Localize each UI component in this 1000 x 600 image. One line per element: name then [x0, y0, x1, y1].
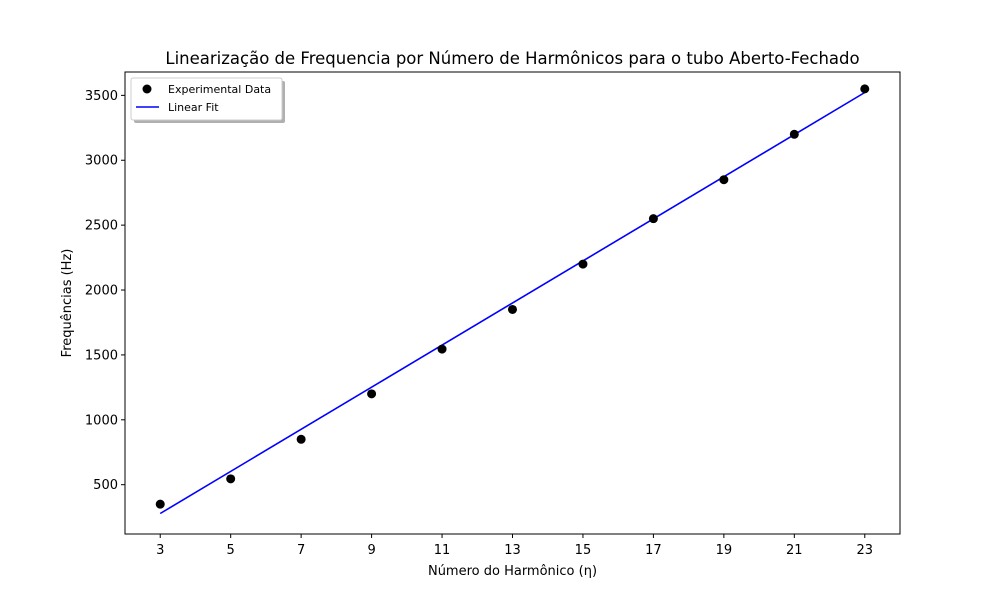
- y-tick-label: 500: [93, 478, 118, 493]
- x-tick-label: 19: [716, 543, 733, 558]
- linear-fit-line: [159, 91, 866, 515]
- x-tick-label: 23: [856, 543, 873, 558]
- x-tick-label: 11: [434, 543, 451, 558]
- y-tick-label: 1000: [85, 413, 118, 428]
- x-axis: 3 5 7 9 11 13 15 17 19 21 23: [156, 534, 873, 558]
- y-axis-label: Frequências (Hz): [60, 249, 75, 358]
- data-point: [719, 175, 729, 185]
- data-point: [296, 434, 306, 444]
- y-axis: 500 1000 1500 2000 2500 3000 3500: [85, 89, 125, 493]
- data-point: [508, 304, 517, 314]
- series-layer: [155, 84, 870, 515]
- x-tick-label: 15: [575, 543, 592, 558]
- data-point: [437, 344, 447, 354]
- x-axis-label: Número do Harmônico (η): [428, 564, 597, 579]
- data-point: [648, 214, 658, 224]
- y-tick-label: 2000: [85, 284, 118, 299]
- data-point: [860, 84, 870, 94]
- x-tick-label: 17: [645, 543, 662, 558]
- legend-box: [130, 77, 283, 121]
- y-tick-label: 3000: [85, 154, 118, 169]
- data-point: [789, 129, 799, 139]
- x-tick-label: 13: [504, 543, 521, 558]
- x-tick-label: 3: [156, 543, 164, 558]
- legend: Experimental Data Linear Fit: [130, 77, 285, 123]
- y-tick-label: 2500: [85, 219, 118, 234]
- x-tick-label: 7: [297, 543, 305, 558]
- data-point: [578, 259, 588, 269]
- x-tick-label: 9: [367, 543, 375, 558]
- legend-marker-experimental: [142, 84, 152, 94]
- x-tick-label: 5: [227, 543, 235, 558]
- legend-label: Linear Fit: [168, 101, 219, 114]
- x-tick-label: 21: [786, 543, 803, 558]
- y-tick-label: 3500: [85, 89, 118, 104]
- y-tick-label: 1500: [85, 348, 118, 363]
- legend-label: Experimental Data: [168, 83, 271, 96]
- data-point: [367, 389, 377, 399]
- data-point: [226, 474, 236, 484]
- data-point: [155, 499, 165, 509]
- chart-title: Linearização de Frequencia por Número de…: [165, 49, 859, 68]
